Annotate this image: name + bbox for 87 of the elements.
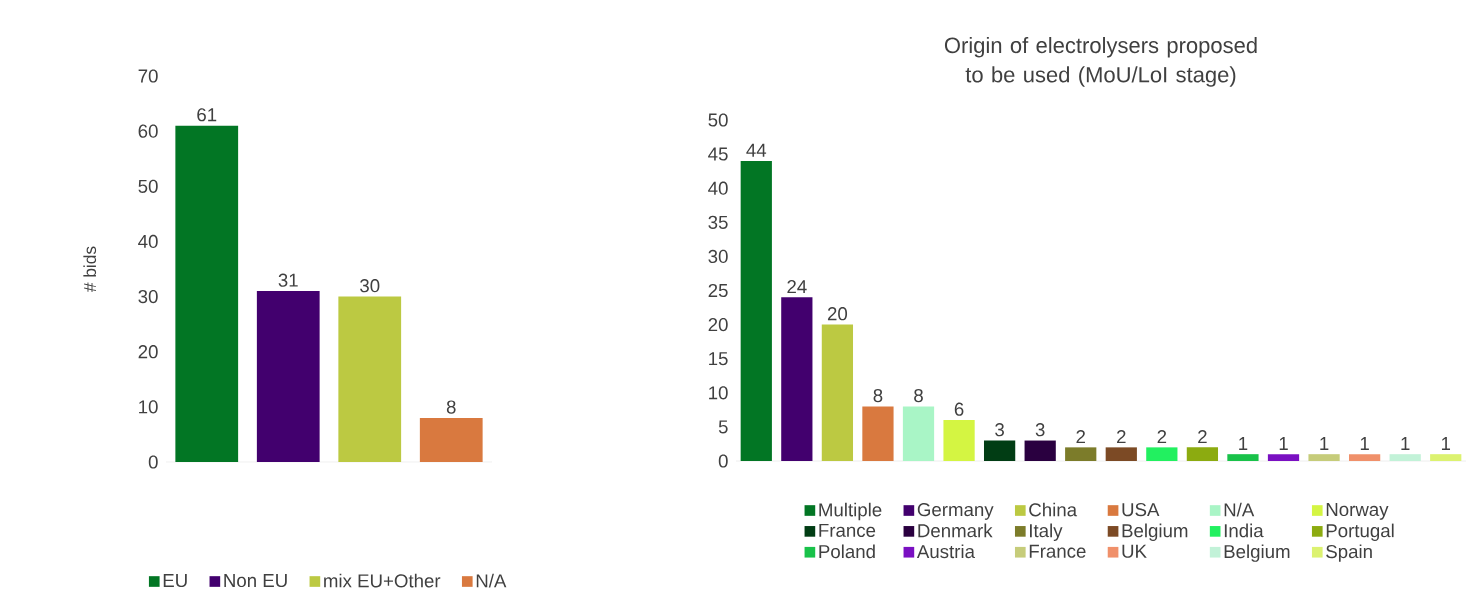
bar: [821, 324, 854, 461]
chart-title: Origin of electrolysers proposed to be used (MoU/LoI stage): [944, 37, 1257, 87]
legend-label: Germany: [917, 502, 994, 520]
bar: [1065, 447, 1097, 461]
y-tick-label: 40: [138, 234, 158, 249]
bar: [175, 125, 239, 462]
bar: [740, 160, 772, 461]
bar: [1186, 447, 1219, 461]
legend-label: Multiple: [819, 502, 882, 521]
bar: [1227, 454, 1259, 461]
y-tick-label: 50: [138, 179, 158, 193]
y-tick-label: 60: [138, 124, 158, 138]
data-label: 31: [278, 273, 298, 287]
bar: [1389, 454, 1421, 461]
data-label: 1: [1360, 437, 1369, 450]
bar: [1024, 440, 1056, 461]
legend-label: France: [1029, 544, 1086, 558]
data-label: 44: [746, 143, 767, 157]
bar: [1349, 454, 1381, 461]
data-label: 2: [1076, 430, 1085, 444]
data-label: 3: [995, 423, 1004, 437]
legend-label: Belgium: [1224, 544, 1290, 562]
y-tick-label: 20: [138, 345, 158, 359]
data-label: 1: [1401, 437, 1410, 450]
y-tick-label: 45: [708, 147, 728, 161]
y-tick-label: 5: [718, 420, 728, 434]
legend-label: N/A: [1224, 502, 1255, 517]
bar: [1146, 447, 1178, 461]
bar: [943, 420, 975, 461]
y-tick-label: 50: [708, 113, 728, 127]
y-tick-label: 0: [148, 455, 158, 469]
legend-label: Norway: [1326, 503, 1389, 520]
legend-label: Denmark: [918, 523, 993, 538]
legend-label: Austria: [916, 544, 975, 559]
legend-label: UK: [1122, 544, 1147, 558]
data-label: 8: [914, 388, 923, 403]
y-tick-label: 10: [139, 400, 158, 414]
y-tick-label: 70: [138, 69, 158, 83]
y-tick-label: 25: [708, 283, 728, 298]
legend-label: Non EU: [224, 574, 287, 588]
bar: [984, 440, 1016, 461]
legend-label: Spain: [1326, 544, 1372, 562]
bar: [256, 291, 320, 462]
y-tick-label: 35: [708, 215, 728, 229]
y-tick-label: 20: [708, 317, 728, 332]
legend-label: EU: [163, 574, 187, 588]
data-label: 1: [1320, 437, 1329, 450]
legend-label: India: [1224, 523, 1264, 538]
legend-label: Poland: [819, 544, 875, 559]
legend-label: Portugal: [1326, 523, 1394, 541]
bar: [1105, 447, 1137, 461]
data-label: 1: [1279, 437, 1288, 450]
data-label: 2: [1117, 430, 1126, 444]
data-label: 8: [873, 388, 883, 403]
bar: [781, 297, 813, 461]
bar: [338, 296, 402, 462]
legend-label: China: [1029, 502, 1078, 517]
legend-label: N/A: [476, 573, 507, 588]
bar: [1267, 454, 1300, 461]
data-label: 3: [1035, 423, 1045, 437]
legend-label: USA: [1122, 502, 1160, 517]
y-tick-label: 0: [718, 454, 728, 468]
data-label: 6: [954, 402, 964, 416]
legend-label: Belgium: [1122, 523, 1188, 541]
y-tick-label: 10: [709, 386, 728, 400]
y-tick-label: 30: [708, 249, 728, 264]
legend-label: Italy: [1030, 523, 1063, 541]
y-tick-label: 40: [708, 181, 728, 195]
data-label: 2: [1198, 430, 1207, 444]
data-label: 1: [1239, 437, 1248, 450]
legend-label: mix EU+Other: [324, 573, 441, 588]
data-label: 20: [827, 307, 848, 321]
bar: [1430, 454, 1462, 461]
data-label: 2: [1157, 430, 1167, 444]
data-label: 24: [787, 280, 807, 294]
bar: [1308, 454, 1340, 461]
data-label: 1: [1441, 437, 1451, 450]
data-label: 8: [446, 400, 456, 414]
bar: [862, 406, 894, 461]
y-axis-title: # bids: [83, 246, 97, 293]
bar: [902, 406, 935, 461]
legend-label: France: [819, 523, 876, 537]
data-label: 61: [197, 108, 217, 122]
bar: [419, 417, 483, 462]
data-label: 30: [360, 279, 380, 293]
y-tick-label: 15: [709, 352, 728, 366]
y-tick-label: 30: [138, 289, 158, 304]
